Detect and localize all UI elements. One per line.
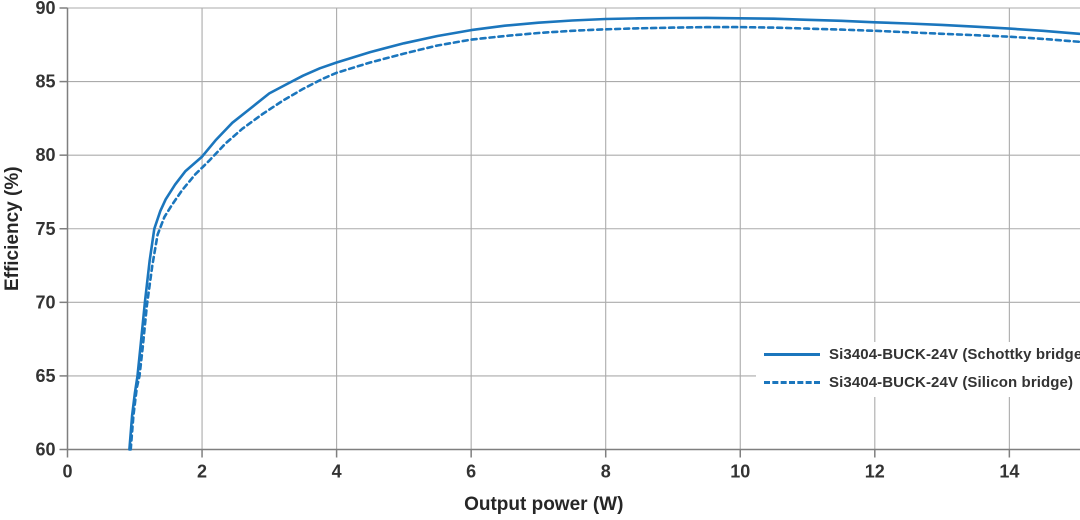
y-tick-label: 75 xyxy=(35,219,55,239)
series-line-schottky xyxy=(128,16,1080,451)
y-tick-label: 65 xyxy=(35,366,55,386)
x-tick-label: 14 xyxy=(999,462,1019,482)
x-axis-title: Output power (W) xyxy=(464,494,623,515)
legend: Si3404-BUCK-24V (Schottky bridge) Si3404… xyxy=(756,342,1080,397)
x-tick-label: 6 xyxy=(466,462,476,482)
y-tick-label: 90 xyxy=(35,0,55,18)
x-tick-label: 10 xyxy=(730,462,750,482)
legend-item-silicon: Si3404-BUCK-24V (Silicon bridge) xyxy=(764,374,1080,391)
x-tick-label: 2 xyxy=(197,462,207,482)
y-tick-label: 70 xyxy=(35,292,55,312)
y-tick-label: 60 xyxy=(35,440,55,460)
legend-label-silicon: Si3404-BUCK-24V (Silicon bridge) xyxy=(829,374,1074,391)
legend-item-schottky: Si3404-BUCK-24V (Schottky bridge) xyxy=(764,346,1080,363)
series-line-silicon xyxy=(129,25,1080,451)
x-tick-label: 8 xyxy=(601,462,611,482)
legend-line-solid-icon xyxy=(764,353,820,356)
y-axis-title: Efficiency (%) xyxy=(2,166,23,291)
x-tick-label: 0 xyxy=(62,462,72,482)
y-tick-label: 85 xyxy=(35,72,55,92)
legend-line-dashed-icon xyxy=(764,381,820,384)
x-tick-label: 12 xyxy=(865,462,885,482)
x-tick-label: 4 xyxy=(332,462,342,482)
y-tick-label: 80 xyxy=(35,145,55,165)
legend-label-schottky: Si3404-BUCK-24V (Schottky bridge) xyxy=(829,346,1080,363)
